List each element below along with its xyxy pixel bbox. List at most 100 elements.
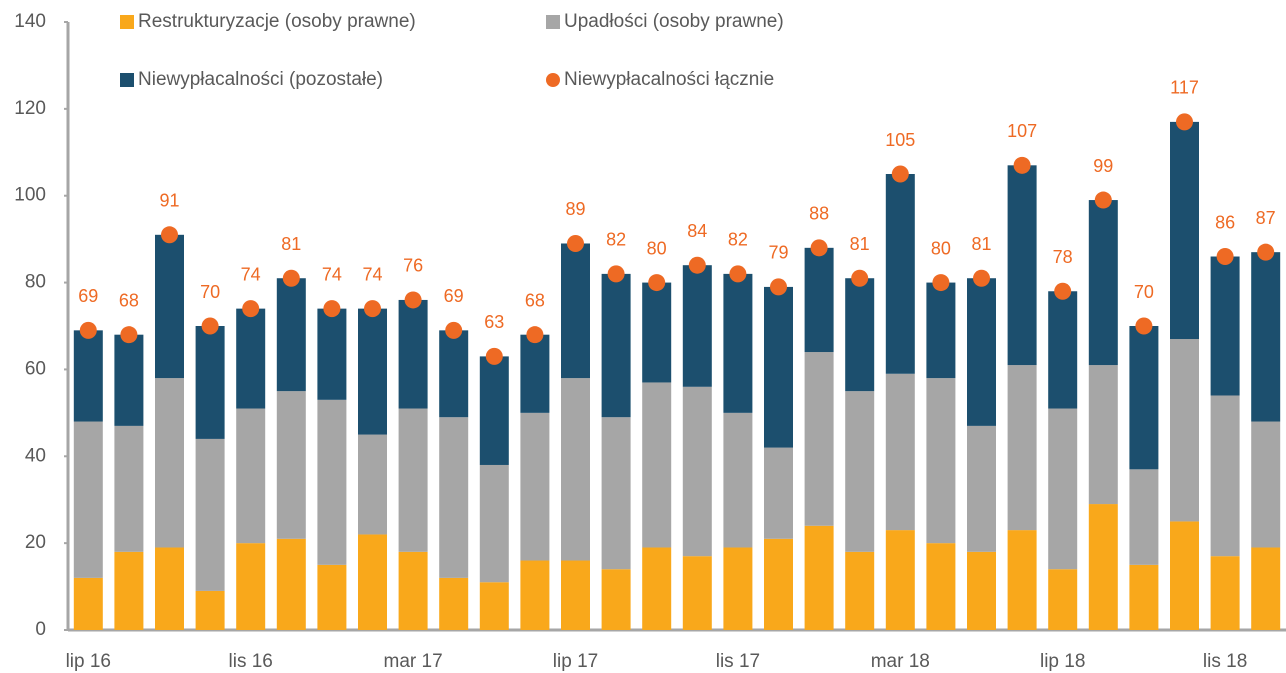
bar-segment [885, 530, 915, 630]
total-dot [1257, 243, 1275, 261]
bar-segment [1048, 569, 1078, 630]
data-label: 74 [322, 264, 342, 284]
data-label: 79 [768, 243, 788, 263]
total-dot [688, 256, 706, 274]
data-label: 80 [931, 238, 951, 258]
bar-segment [1129, 326, 1159, 470]
data-label: 99 [1093, 156, 1113, 176]
bar-segment [642, 282, 672, 383]
bar-segment [358, 534, 387, 630]
total-dot [1216, 248, 1234, 266]
bar-segment [845, 278, 875, 392]
bar-segment [1007, 365, 1037, 531]
bar-segment [1129, 469, 1159, 565]
legend-marker [120, 15, 134, 29]
bar-segment [764, 447, 793, 539]
data-label: 82 [728, 230, 748, 250]
bar-segment [1170, 339, 1199, 522]
data-label: 117 [1170, 78, 1199, 98]
total-dot [729, 265, 747, 283]
bar-segment [764, 538, 793, 630]
bar-segment [561, 243, 590, 379]
total-dot [404, 291, 422, 309]
y-tick-label: 100 [14, 185, 46, 206]
bar-segment [479, 582, 509, 630]
bar-segment [195, 438, 225, 591]
bar-segment [1007, 530, 1037, 630]
bar-segment [73, 421, 103, 578]
bar-segment [804, 352, 834, 526]
x-tick-label: mar 18 [871, 651, 930, 672]
total-dot [1054, 282, 1072, 300]
bar-segment [398, 551, 428, 630]
bar-segment [1170, 521, 1199, 630]
x-tick-label: lis 17 [716, 651, 760, 672]
total-dot [161, 226, 178, 244]
total-dot [485, 347, 503, 365]
data-label: 68 [525, 290, 545, 310]
bar-segment [358, 308, 387, 435]
total-dot [120, 326, 138, 344]
data-label: 81 [850, 234, 870, 254]
total-dot [810, 239, 828, 257]
bar-segment [398, 299, 428, 409]
total-dot [79, 321, 97, 339]
bar-segment [601, 273, 631, 418]
bar-segment [723, 547, 753, 630]
bar-segment [114, 551, 144, 630]
bar-segment [114, 334, 144, 426]
data-label: 107 [1007, 121, 1037, 141]
bar-segment [398, 408, 428, 552]
bar-segment [114, 425, 144, 552]
x-tick-label: lip 16 [66, 651, 111, 672]
data-label: 82 [606, 230, 626, 250]
bar-segment [1210, 256, 1240, 396]
data-label: 87 [1256, 208, 1276, 228]
total-dot [851, 269, 869, 287]
bar-segment [195, 590, 225, 630]
bar-segment [439, 330, 469, 418]
bar-segment [276, 538, 306, 630]
data-label: 89 [565, 199, 585, 219]
bar-segment [723, 273, 753, 413]
legend-label: Upadłości (osoby prawne) [564, 11, 784, 32]
bar-segment [520, 560, 550, 630]
bar-segment [1088, 504, 1118, 630]
x-tick-label: lis 16 [229, 651, 273, 672]
data-label: 68 [119, 290, 139, 310]
bar-segment [479, 356, 509, 465]
bar-segment [155, 378, 184, 548]
bar-segment [1251, 547, 1281, 630]
data-label: 86 [1215, 212, 1235, 232]
data-label: 63 [484, 312, 504, 332]
total-dot [891, 165, 909, 183]
total-dot [1013, 156, 1031, 174]
total-dot [567, 234, 584, 252]
y-tick-label: 120 [14, 98, 46, 119]
data-label: 88 [809, 204, 829, 224]
bar-segment [1210, 556, 1240, 630]
data-label: 81 [971, 234, 991, 254]
bar-segment [479, 464, 509, 583]
bar-segment [967, 278, 996, 426]
y-tick-label: 140 [14, 11, 46, 32]
x-tick-label: mar 17 [384, 651, 443, 672]
legend-marker [120, 73, 134, 87]
legend-label: Niewypłacalności (pozostałe) [138, 69, 383, 90]
bar-segment [845, 391, 875, 552]
bar-segment [1251, 421, 1281, 548]
bar-segment [804, 525, 834, 630]
bar-segment [561, 560, 590, 630]
total-dot [445, 321, 463, 339]
y-tick-label: 40 [25, 445, 46, 466]
bar-segment [439, 577, 469, 630]
bar-segment [885, 373, 915, 531]
bar-segment [845, 551, 875, 630]
total-dot [526, 326, 544, 344]
bar-segment [155, 547, 184, 630]
bar-segment [601, 569, 631, 630]
x-tick-label: lip 18 [1040, 651, 1085, 672]
total-dot [648, 274, 666, 292]
legend-label: Niewypłacalności łącznie [564, 69, 774, 90]
